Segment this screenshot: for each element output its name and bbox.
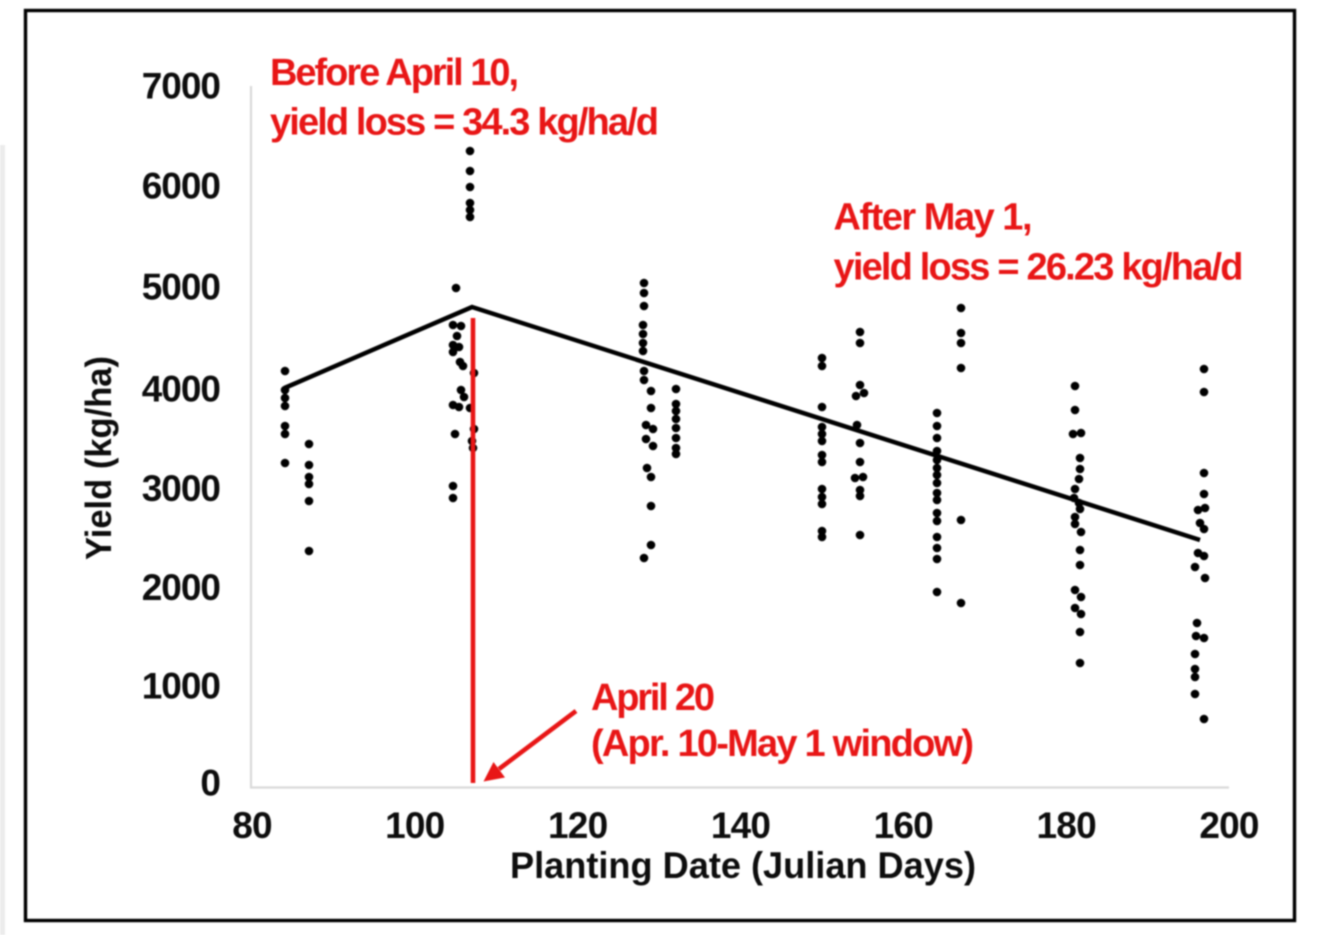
svg-text:1000: 1000 — [142, 665, 221, 706]
svg-text:Planting Date (Julian Days): Planting Date (Julian Days) — [510, 845, 976, 886]
svg-text:180: 180 — [1037, 805, 1097, 846]
svg-text:80: 80 — [232, 805, 272, 846]
svg-text:200: 200 — [1199, 805, 1259, 846]
svg-text:0: 0 — [200, 762, 220, 803]
svg-text:160: 160 — [874, 805, 934, 846]
svg-text:6000: 6000 — [142, 165, 221, 206]
svg-text:Yield (kg/ha): Yield (kg/ha) — [78, 356, 119, 560]
svg-text:April 20: April 20 — [591, 677, 715, 719]
svg-text:4000: 4000 — [142, 368, 221, 409]
svg-text:2000: 2000 — [142, 567, 221, 608]
svg-text:7000: 7000 — [142, 65, 221, 106]
svg-text:120: 120 — [548, 805, 608, 846]
svg-text:100: 100 — [385, 805, 445, 846]
svg-text:5000: 5000 — [142, 266, 221, 307]
svg-text:After May 1,: After May 1, — [834, 197, 1033, 239]
svg-text:yield loss = 34.3 kg/ha/d: yield loss = 34.3 kg/ha/d — [270, 102, 659, 144]
svg-text:3000: 3000 — [142, 468, 221, 509]
svg-text:140: 140 — [711, 805, 771, 846]
svg-text:yield loss = 26.23 kg/ha/d: yield loss = 26.23 kg/ha/d — [834, 247, 1244, 289]
svg-text:Before April 10,: Before April 10, — [270, 52, 519, 94]
svg-text:(Apr. 10-May 1 window): (Apr. 10-May 1 window) — [591, 723, 974, 765]
